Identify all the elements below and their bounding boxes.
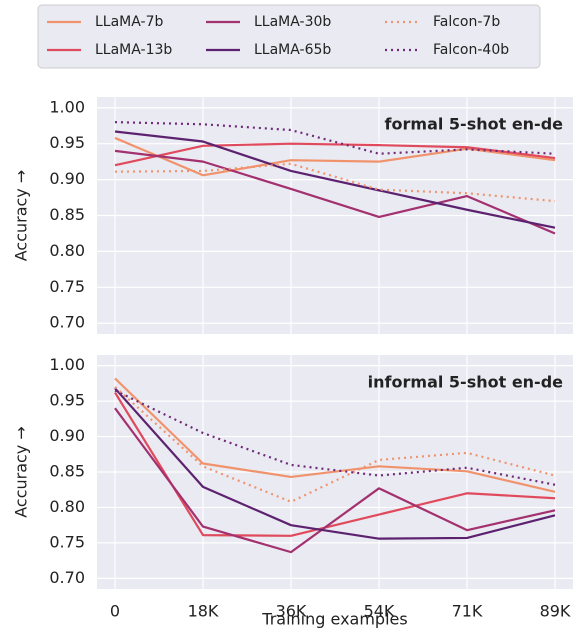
series-line [114, 121, 556, 155]
y-tick-label: 0.75 [49, 277, 85, 296]
y-axis-label: Accuracy → [12, 170, 31, 262]
panel-title: informal 5-shot en-de [368, 373, 563, 392]
series-line [114, 130, 556, 229]
y-tick-label: 0.85 [49, 462, 85, 481]
x-tick-label: 18K [188, 602, 219, 621]
y-tick-label: 1.00 [49, 355, 85, 374]
x-tick-label: 0 [110, 602, 120, 621]
series-line [114, 386, 556, 503]
series-line [114, 392, 556, 537]
y-tick-label: 0.90 [49, 426, 85, 445]
x-tick-label: 89K [540, 602, 571, 621]
series-line [114, 136, 556, 177]
series-line [114, 407, 556, 554]
x-tick-label: 71K [452, 602, 483, 621]
y-tick-label: 0.80 [49, 497, 85, 516]
y-tick-label: 0.75 [49, 532, 85, 551]
series-line [114, 377, 556, 493]
legend-label: LLaMA-7b [95, 14, 163, 30]
y-axis-label: Accuracy → [12, 426, 31, 518]
legend-label: Falcon-40b [433, 42, 509, 58]
legend-label: LLaMA-65b [254, 42, 331, 58]
x-tick-label: 36K [276, 602, 307, 621]
x-axis-label: Training examples [261, 610, 407, 629]
y-tick-label: 1.00 [49, 97, 85, 116]
series-line [114, 162, 556, 203]
legend-label: LLaMA-30b [254, 14, 331, 30]
series-line [114, 387, 556, 540]
x-tick-label: 54K [364, 602, 395, 621]
series-line [114, 149, 556, 235]
y-tick-label: 0.70 [49, 568, 85, 587]
y-tick-label: 0.70 [49, 313, 85, 332]
series-line [114, 142, 556, 167]
panel-title: formal 5-shot en-de [385, 115, 564, 134]
legend-label: LLaMA-13b [95, 42, 172, 58]
y-tick-label: 0.95 [49, 133, 85, 152]
series-line [114, 389, 556, 486]
legend-box [37, 4, 541, 69]
y-tick-label: 0.80 [49, 241, 85, 260]
y-tick-label: 0.85 [49, 205, 85, 224]
y-tick-label: 0.90 [49, 169, 85, 188]
y-tick-label: 0.95 [49, 391, 85, 410]
legend-label: Falcon-7b [433, 14, 500, 30]
